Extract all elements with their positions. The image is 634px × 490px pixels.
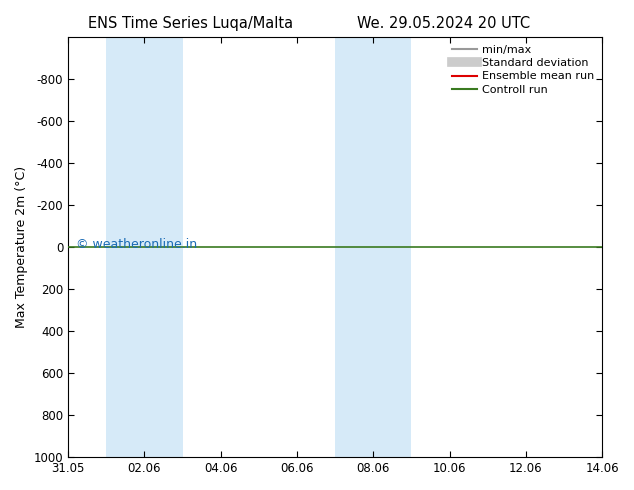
Text: © weatheronline.in: © weatheronline.in: [76, 238, 197, 251]
Legend: min/max, Standard deviation, Ensemble mean run, Controll run: min/max, Standard deviation, Ensemble me…: [448, 40, 599, 99]
Bar: [106, 37, 183, 457]
Y-axis label: Max Temperature 2m (°C): Max Temperature 2m (°C): [15, 166, 28, 328]
Text: We. 29.05.2024 20 UTC: We. 29.05.2024 20 UTC: [357, 16, 531, 31]
Bar: [335, 37, 411, 457]
Text: ENS Time Series Luqa/Malta: ENS Time Series Luqa/Malta: [87, 16, 293, 31]
